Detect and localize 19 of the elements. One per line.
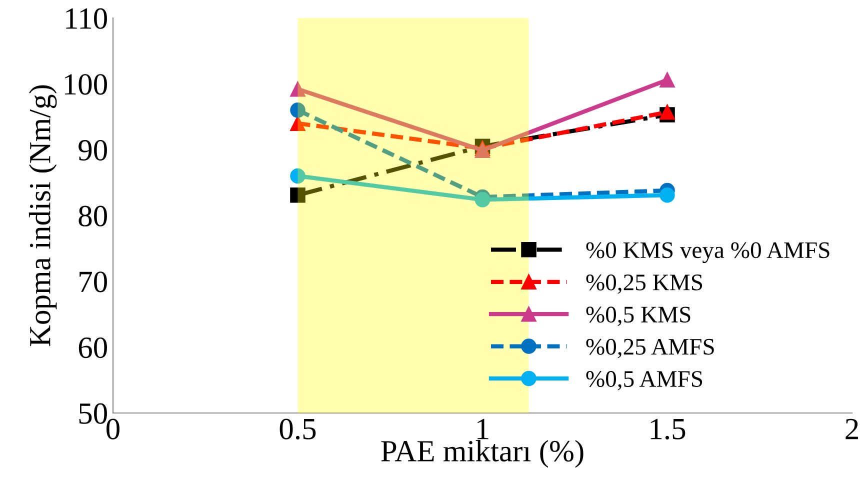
y-tick-label: 80 [78,206,107,226]
x-tick-label: 2 [846,418,858,440]
x-axis-title: PAE miktarı (%) [381,440,584,468]
x-tick-label: 1 [478,418,488,440]
legend-label: %0,5 KMS [586,306,690,326]
y-axis-title: Kopma indisi (Nm/g) [28,85,57,346]
x-tick-label: 0 [106,418,120,440]
y-tick-label: 100 [64,74,107,95]
legend-label: %0 KMS veya %0 AMFS [586,242,830,264]
y-tick-label: 70 [80,272,107,292]
y-tick-label: 50 [79,403,107,424]
y-tick-label: 90 [78,140,107,161]
legend-label: %0,25 AMFS [586,338,714,358]
x-tick-label: 1.5 [650,418,686,440]
x-tick-label: 0.5 [280,418,316,440]
y-tick-label: 60 [78,337,107,358]
legend-label: %0,5 AMFS [586,371,702,390]
y-tick-label: 110 [66,8,107,29]
legend-label: %0,25 KMS [586,274,702,294]
